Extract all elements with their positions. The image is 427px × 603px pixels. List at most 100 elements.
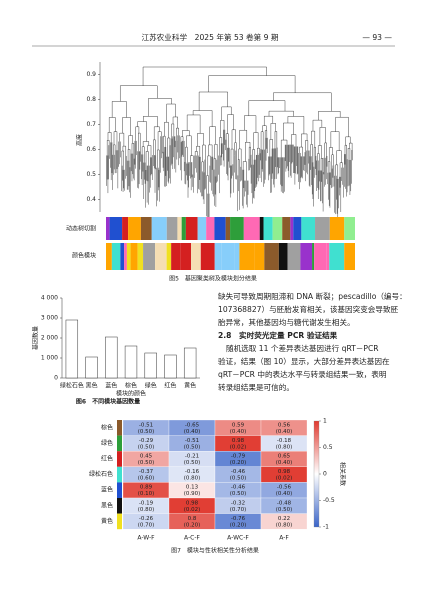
branch (198, 91, 228, 111)
branch (138, 132, 141, 152)
colorbar-tick-label: 0 (323, 471, 327, 478)
branch (225, 133, 229, 148)
cell-p-value: (0.40) (276, 460, 293, 466)
cell-p-value: (0.02) (230, 444, 247, 450)
module-stripe (344, 243, 355, 270)
branch (145, 151, 149, 171)
column-label: A-C-F (184, 535, 200, 542)
body-line: 随机选取 11 个差异表达基因进行 qRT－PCR (226, 343, 379, 353)
branch (206, 175, 209, 194)
cell-p-value: (0.50) (230, 491, 247, 497)
branch (248, 100, 286, 116)
module-stripe (166, 243, 172, 270)
bar (164, 354, 177, 379)
module-stripe (287, 243, 301, 270)
module-stripe (128, 217, 141, 240)
branch (185, 146, 188, 164)
module-stripe (314, 243, 327, 270)
x-tick-label: 棕色 (125, 382, 137, 390)
bar (183, 347, 197, 379)
cell-p-value: (0.20) (230, 460, 247, 466)
cell-p-value: (0.50) (184, 444, 201, 450)
cell-value: -0.51 (185, 438, 199, 444)
x-tick-label: 绿松石色 (60, 382, 84, 390)
branch (148, 98, 172, 117)
branch (141, 146, 145, 163)
colorbar (313, 420, 320, 528)
branch (113, 144, 116, 155)
module-stripe (155, 243, 167, 270)
module-stripe (282, 217, 291, 240)
branch (331, 154, 334, 169)
x-tick-label: 黑色 (86, 382, 98, 390)
module-stripe (293, 217, 302, 240)
branch (345, 136, 351, 146)
cell-p-value: (0.40) (276, 429, 293, 435)
cell-value: -0.65 (185, 422, 200, 428)
branch (176, 127, 179, 141)
cell-value: -0.56 (277, 485, 292, 491)
branch (318, 111, 341, 121)
row-color (117, 420, 122, 436)
branch (142, 141, 149, 147)
module-stripe (326, 243, 330, 270)
branch (122, 117, 131, 136)
branch (108, 117, 116, 133)
branch (113, 131, 118, 151)
section-heading: 2.8 实时荧光定量 PCR 验证结果 (218, 330, 338, 340)
cell-p-value: (0.60) (138, 476, 155, 482)
module-stripe (254, 243, 265, 270)
branch (287, 116, 305, 134)
body-line: 胎异常，其他基因均与糖代谢发生相关。 (218, 317, 355, 327)
branch (157, 131, 162, 150)
module-stripe (263, 217, 273, 240)
y-tick-label: 0.5 (86, 171, 96, 178)
module-stripe (191, 243, 201, 270)
branch (317, 153, 320, 171)
cell-value: 0.8 (188, 516, 197, 522)
module-stripe (122, 217, 129, 240)
module-stripe (106, 243, 112, 270)
module-stripe (301, 217, 316, 240)
body-line: 缺失可导致周期阻滞和 DNA 断裂；pescadillo（编号： (218, 291, 407, 301)
branch (269, 139, 273, 157)
branch (268, 110, 294, 117)
branch (310, 144, 313, 163)
row-label: 绿色 (101, 439, 113, 447)
row-label: 黑色 (101, 501, 113, 509)
branch (237, 159, 240, 179)
branch (260, 131, 264, 150)
bar (105, 336, 118, 379)
row-label: 黄色 (101, 517, 113, 525)
bar (124, 345, 138, 379)
branch (319, 127, 326, 146)
module-stripe (180, 243, 192, 270)
branch (122, 145, 126, 156)
module-stripe (234, 243, 240, 270)
body-line: qRT－PCR 中的表达水平与转录组结果一致，表明 (218, 369, 387, 379)
branch (227, 114, 234, 134)
module-stripe (106, 217, 110, 240)
branch (190, 155, 194, 175)
branch (208, 144, 213, 157)
cell-p-value: (0.20) (184, 522, 201, 528)
module-stripe (126, 243, 131, 270)
branch (248, 146, 251, 159)
x-tick-label: 黄色 (184, 382, 196, 390)
branch (143, 116, 158, 127)
cell-p-value: (0.80) (138, 507, 155, 513)
colorbar-tick-label: 0.5 (323, 444, 333, 451)
y-tick-label: 2 000 (41, 335, 58, 342)
branch (230, 148, 234, 166)
cell-value: -0.32 (231, 500, 245, 506)
dendrogram-tree (106, 66, 353, 233)
cell-p-value: (0.20) (230, 522, 247, 528)
branch (305, 140, 309, 153)
branch (301, 133, 308, 148)
page-number: — 93 — (362, 33, 392, 42)
row-label: 绿松石色 (89, 470, 113, 478)
branch (186, 114, 201, 134)
branch (317, 145, 322, 159)
branch (238, 148, 242, 167)
